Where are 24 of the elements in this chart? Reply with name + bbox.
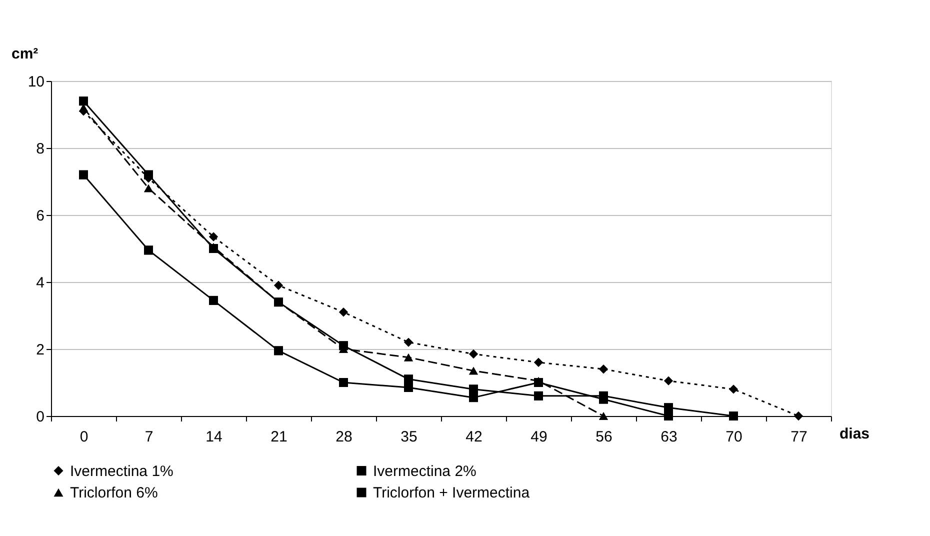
legend-label: Ivermectina 1%	[70, 462, 174, 480]
y-axis-title: cm²	[12, 46, 38, 62]
x-axis-title: dias	[840, 426, 870, 442]
x-tick-label: 56	[596, 428, 612, 446]
x-tick-label: 7	[144, 428, 154, 446]
y-tick-label: 8	[36, 140, 44, 158]
legend-label: Triclorfon + Ivermectina	[373, 484, 530, 502]
legend-label: Triclorfon 6%	[70, 484, 158, 502]
x-tick-label: 21	[270, 428, 288, 446]
x-tick-label: 0	[80, 428, 88, 446]
x-tick-label: 28	[336, 428, 352, 446]
x-tick-label: 14	[206, 428, 222, 446]
y-tick-label: 0	[36, 408, 44, 426]
y-tick-label: 4	[36, 274, 44, 292]
y-tick-label: 2	[36, 342, 44, 358]
x-tick-label: 63	[660, 428, 678, 446]
y-tick-label: 10	[28, 74, 44, 90]
x-tick-label: 42	[466, 428, 482, 446]
x-tick-label: 77	[790, 428, 808, 446]
x-tick-label: 49	[530, 428, 548, 446]
x-tick-label: 35	[400, 428, 418, 446]
x-tick-label: 70	[726, 428, 742, 446]
y-tick-label: 6	[36, 208, 44, 224]
legend-label: Ivermectina 2%	[373, 462, 476, 480]
